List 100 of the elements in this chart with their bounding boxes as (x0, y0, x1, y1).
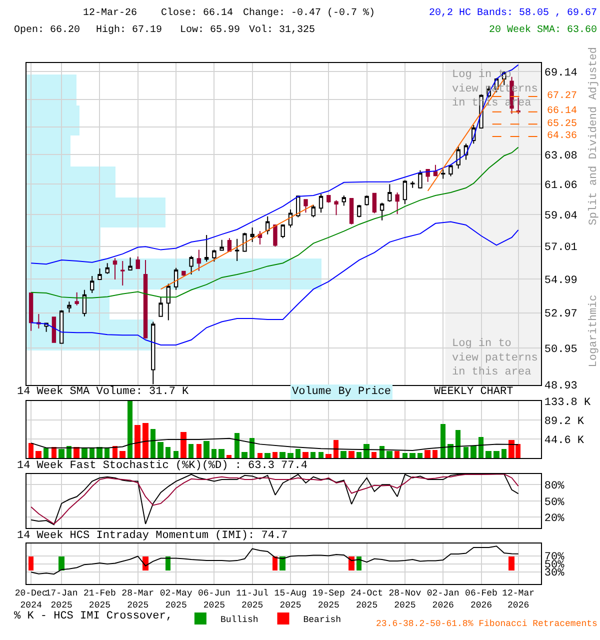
x-tick-label: 28-Nov 2025 (388, 588, 422, 610)
y-tick-label: 63.08 (544, 150, 578, 163)
bar (52, 446, 57, 458)
bar (196, 444, 202, 458)
candlestick (418, 170, 422, 190)
bar (128, 400, 133, 458)
candlestick (28, 292, 34, 332)
candlestick (74, 292, 79, 306)
candlestick (212, 249, 216, 262)
bar (66, 446, 72, 458)
y-tick-label: 52.97 (544, 308, 578, 321)
y-tick-label: 133.8 K (544, 396, 592, 409)
bar (372, 452, 377, 458)
candlestick (182, 270, 186, 276)
bar (340, 450, 347, 458)
ref-line-label: 66.14 (547, 106, 578, 117)
text: Vol: 31,325 (249, 24, 316, 36)
candlestick (189, 255, 194, 276)
line-series (30, 438, 519, 451)
chart-title: 14 Week SMA Volume: 31.7 K (17, 386, 190, 398)
text: Change: -0.47 (-0.7 %) (243, 7, 376, 19)
bar (448, 444, 454, 458)
y-tick-label: 20% (544, 512, 565, 525)
bar (204, 440, 210, 458)
bar (96, 446, 103, 458)
candlestick (234, 238, 240, 262)
candlestick (311, 204, 316, 218)
candlestick (448, 164, 453, 177)
bar (432, 450, 438, 458)
y-tick-label: 50.95 (544, 344, 578, 356)
bar (158, 442, 164, 458)
bar (478, 436, 484, 458)
bar (424, 450, 431, 458)
ref-line-label: 65.25 (547, 119, 578, 130)
candlestick (158, 296, 163, 317)
text: 23.6-38.2-50-61.8% Fibonacci Retracements (376, 619, 598, 629)
bar (494, 450, 500, 458)
bar (310, 452, 316, 458)
candlestick (380, 202, 384, 221)
chart-title: 14 Week HCS Intraday Momentum (IMI): 74.7 (17, 530, 288, 542)
bar (36, 450, 42, 458)
bar (74, 446, 80, 458)
candlestick (204, 234, 209, 262)
candlestick (250, 226, 254, 243)
bar (402, 452, 408, 458)
text: Low: 65.99 (180, 25, 240, 36)
bar (58, 448, 65, 458)
ref-line-label: 64.36 (547, 131, 578, 142)
bar (418, 452, 423, 458)
bar (318, 452, 324, 458)
x-tick-label: 28-Mar 2025 (122, 588, 154, 610)
bar (272, 452, 278, 458)
candlestick (318, 194, 324, 214)
candlestick (280, 224, 285, 239)
text: WEEKLY CHART (434, 386, 514, 398)
y-tick-label: 89.2 K (544, 416, 584, 428)
candlestick (242, 232, 247, 252)
bar (288, 452, 294, 458)
bar (134, 424, 141, 458)
text: 12-Mar-26 (83, 8, 138, 19)
bar (470, 446, 477, 458)
legend-label: Bearish (303, 615, 342, 626)
candlestick (402, 180, 408, 204)
text: Logarithmic (588, 294, 600, 368)
bar (502, 448, 507, 458)
candlestick (326, 195, 331, 204)
bar (28, 442, 34, 458)
candlestick (98, 268, 102, 280)
text: High: 67.19 (96, 24, 162, 36)
y-tick-label: 44.6 K (544, 434, 584, 447)
y-tick-label: 50% (544, 496, 565, 509)
candlestick (395, 192, 400, 215)
bar (112, 446, 118, 458)
bar (456, 430, 461, 458)
candlestick (52, 316, 56, 343)
text: 20,2 HC Bands: 58.05 , 69.67 (429, 7, 598, 19)
bar (410, 452, 416, 458)
x-tick-label: 02-Jan 2026 (426, 588, 460, 610)
bar (296, 448, 301, 458)
x-tick-label: 20-Dec 2024 (14, 588, 48, 610)
candlestick (174, 267, 178, 290)
bar (90, 448, 95, 458)
bar (280, 452, 286, 458)
bar (326, 454, 332, 458)
candlestick (288, 208, 293, 228)
bar (174, 450, 179, 458)
x-tick-label: 12-Mar 2026 (502, 588, 535, 610)
ref-line-label: 67.27 (547, 91, 578, 102)
candlestick (357, 204, 362, 218)
candlestick (128, 256, 132, 270)
bar (82, 448, 88, 458)
x-tick-label: 11-Jul 2025 (236, 588, 269, 610)
bar (242, 452, 248, 458)
bar (394, 450, 400, 458)
x-tick-label: 06-Jun 2025 (198, 588, 230, 610)
text: Close: 66.14 (161, 7, 234, 19)
y-tick-label: 69.14 (544, 68, 578, 80)
legend-label: Bullish (220, 615, 258, 626)
bar (250, 438, 255, 458)
text: Split and Dividend Adjusted (588, 46, 600, 226)
